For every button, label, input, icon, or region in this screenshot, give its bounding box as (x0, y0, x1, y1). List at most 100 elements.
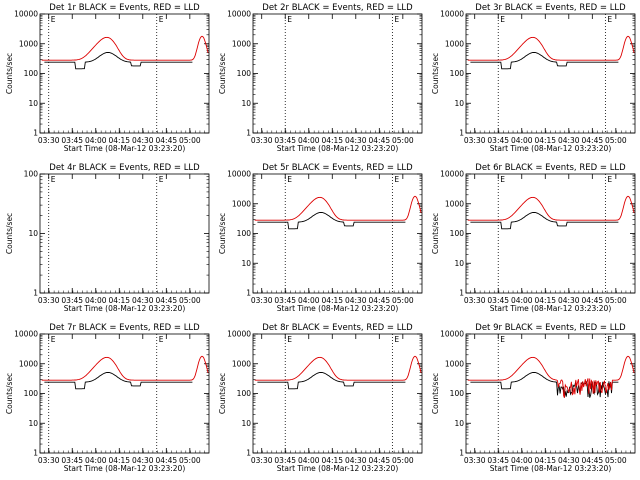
y-axis-label: Counts/sec (431, 373, 440, 414)
x-tick-label: 04:15 (321, 136, 343, 145)
y-tick-label: 10 (241, 419, 251, 428)
x-tick-label: 03:30 (38, 296, 60, 305)
x-tick-label: 04:30 (345, 136, 367, 145)
y-tick-label: 1 (459, 449, 464, 458)
lld-series-line (254, 355, 422, 381)
y-tick-label: 10 (28, 229, 38, 238)
range-marker-label: E (287, 175, 292, 184)
panel-title: Det 1r BLACK = Events, RED = LLD (49, 3, 200, 13)
plot-frame (39, 13, 210, 134)
y-tick-label: 1000 (19, 359, 38, 368)
x-tick-label: 04:30 (558, 456, 580, 465)
x-tick-label: 04:00 (298, 296, 320, 305)
x-tick-label: 04:00 (298, 456, 320, 465)
y-axis-label: Counts/sec (5, 213, 14, 254)
y-axis-label: Counts/sec (218, 373, 227, 414)
lld-series-line (41, 35, 209, 61)
y-tick-label: 100 (24, 69, 39, 78)
range-marker-label: E (394, 175, 399, 184)
panel-title: Det 9r BLACK = Events, RED = LLD (475, 323, 626, 333)
events-series-line (470, 211, 619, 230)
y-tick-label: 1000 (19, 39, 38, 48)
plot-frame (252, 333, 423, 454)
panel-4: Det 4r BLACK = Events, RED = LLD 1 10 100 03… (5, 163, 210, 313)
x-tick-label: 04:00 (85, 456, 107, 465)
plot-frame (465, 173, 636, 294)
x-tick-label: 04:30 (132, 456, 154, 465)
x-tick-label: 03:45 (274, 136, 296, 145)
x-tick-label: 04:00 (298, 136, 320, 145)
lld-series-line (467, 355, 635, 398)
x-tick-label: 04:45 (369, 456, 391, 465)
x-tick-label: 03:30 (38, 456, 60, 465)
range-marker-label: E (500, 175, 505, 184)
x-tick-label: 03:30 (251, 136, 273, 145)
x-tick-label: 04:45 (582, 136, 604, 145)
x-tick-label: 04:45 (369, 296, 391, 305)
range-marker-label: E (394, 335, 399, 344)
x-tick-label: 05:00 (392, 456, 414, 465)
y-tick-label: 1000 (445, 359, 464, 368)
range-marker-label: E (394, 15, 399, 24)
panel-3: Det 3r BLACK = Events, RED = LLD 1 10 100 10… (431, 3, 636, 153)
events-series-line (44, 371, 193, 390)
y-tick-label: 10 (241, 99, 251, 108)
x-tick-label: 04:00 (511, 296, 533, 305)
range-marker-label: E (51, 175, 56, 184)
x-tick-label: 03:45 (61, 296, 83, 305)
x-tick-label: 04:00 (511, 456, 533, 465)
plot-frame (39, 333, 210, 454)
y-tick-label: 10000 (14, 330, 38, 339)
x-axis-label: Start Time (08-Mar-12 03:23:20) (277, 464, 399, 473)
events-series-line (257, 371, 406, 390)
y-tick-label: 10 (28, 99, 38, 108)
y-tick-label: 1 (459, 129, 464, 138)
y-tick-label: 10000 (227, 170, 251, 179)
y-tick-label: 1 (33, 449, 38, 458)
x-tick-label: 03:45 (274, 296, 296, 305)
x-tick-label: 05:00 (392, 136, 414, 145)
x-tick-label: 05:00 (179, 296, 201, 305)
y-tick-label: 10000 (440, 10, 464, 19)
lld-series-line (467, 35, 635, 61)
x-tick-label: 04:15 (534, 136, 556, 145)
range-marker-label: E (51, 15, 56, 24)
events-series-line (44, 51, 193, 70)
y-tick-label: 10000 (440, 170, 464, 179)
y-axis-label: Counts/sec (5, 53, 14, 94)
panel-title: Det 3r BLACK = Events, RED = LLD (475, 3, 626, 13)
lld-series-line (41, 355, 209, 381)
range-marker-label: E (51, 335, 56, 344)
x-tick-label: 05:00 (179, 456, 201, 465)
panel-5: Det 5r BLACK = Events, RED = LLD 1 10 100 10… (218, 163, 423, 313)
x-tick-label: 04:45 (582, 456, 604, 465)
y-tick-label: 100 (450, 389, 465, 398)
range-marker-label: E (607, 335, 612, 344)
range-marker-label: E (500, 335, 505, 344)
x-tick-label: 03:45 (487, 136, 509, 145)
x-tick-label: 03:45 (61, 456, 83, 465)
x-tick-label: 04:30 (132, 136, 154, 145)
y-tick-label: 100 (24, 170, 39, 179)
x-axis-label: Start Time (08-Mar-12 03:23:20) (277, 144, 399, 153)
x-tick-label: 03:30 (464, 136, 486, 145)
panel-title: Det 8r BLACK = Events, RED = LLD (262, 323, 413, 333)
x-tick-label: 05:00 (605, 136, 627, 145)
events-series-line (470, 371, 619, 398)
y-tick-label: 1 (459, 289, 464, 298)
y-tick-label: 10 (454, 99, 464, 108)
x-tick-label: 04:00 (511, 136, 533, 145)
y-tick-label: 10000 (227, 330, 251, 339)
y-axis-label: Counts/sec (431, 213, 440, 254)
y-tick-label: 1000 (232, 199, 251, 208)
y-tick-label: 1000 (232, 359, 251, 368)
x-tick-label: 03:30 (464, 456, 486, 465)
x-tick-label: 04:15 (534, 456, 556, 465)
x-tick-label: 03:30 (251, 456, 273, 465)
panel-title: Det 2r BLACK = Events, RED = LLD (262, 3, 413, 13)
y-axis-label: Counts/sec (218, 213, 227, 254)
y-tick-label: 100 (237, 389, 252, 398)
x-tick-label: 03:45 (487, 296, 509, 305)
x-tick-label: 03:30 (38, 136, 60, 145)
x-axis-label: Start Time (08-Mar-12 03:23:20) (64, 304, 186, 313)
